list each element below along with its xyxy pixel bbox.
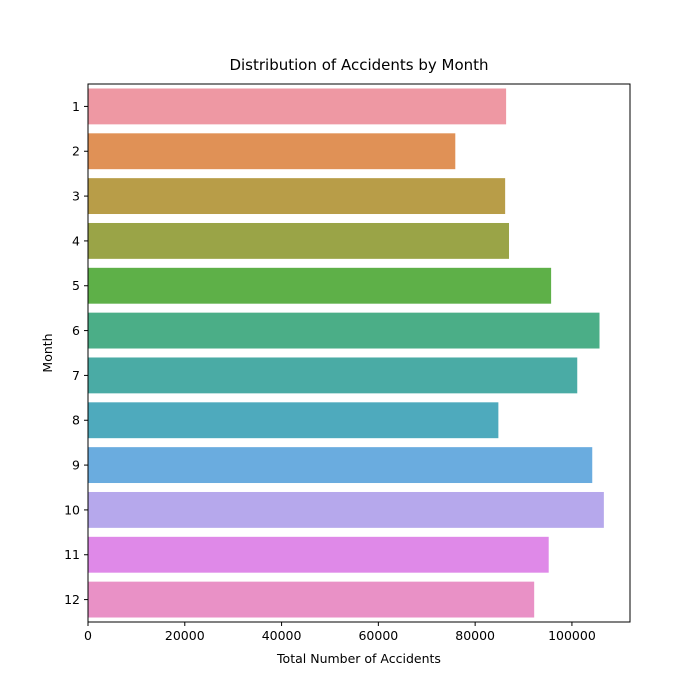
x-tick-label: 60000 — [358, 628, 398, 643]
x-tick-label: 40000 — [262, 628, 302, 643]
y-tick-label: 3 — [72, 188, 80, 203]
x-tick-label: 100000 — [548, 628, 596, 643]
y-tick-label: 11 — [64, 547, 80, 562]
bar-month-11 — [88, 536, 549, 573]
x-tick-label: 0 — [84, 628, 92, 643]
y-tick-label: 8 — [72, 413, 80, 428]
x-tick-label: 80000 — [455, 628, 495, 643]
y-axis-label: Month — [40, 333, 55, 372]
y-tick-label: 9 — [72, 457, 80, 472]
y-tick-label: 7 — [72, 368, 80, 383]
y-tick-label: 10 — [64, 502, 80, 517]
bar-month-7 — [88, 357, 578, 394]
y-tick-label: 5 — [72, 278, 80, 293]
bar-month-3 — [88, 178, 506, 215]
x-axis-label: Total Number of Accidents — [276, 651, 441, 666]
bar-month-10 — [88, 491, 604, 528]
bar-month-9 — [88, 447, 593, 484]
bar-month-8 — [88, 402, 499, 439]
chart-title: Distribution of Accidents by Month — [229, 56, 488, 74]
bar-month-5 — [88, 267, 552, 304]
x-tick-label: 20000 — [165, 628, 205, 643]
x-axis-ticks: 0 20000 40000 60000 80000 100000 — [84, 622, 596, 643]
bar-month-4 — [88, 222, 510, 259]
bars — [88, 88, 604, 618]
y-tick-label: 2 — [72, 144, 80, 159]
y-tick-label: 1 — [72, 99, 80, 114]
y-tick-label: 6 — [72, 323, 80, 338]
bar-month-12 — [88, 581, 535, 618]
bar-month-1 — [88, 88, 507, 125]
plot-frame — [87, 83, 631, 623]
bar-month-6 — [88, 312, 600, 349]
bar-month-2 — [88, 133, 456, 170]
y-tick-label: 12 — [64, 592, 80, 607]
y-tick-label: 4 — [72, 233, 80, 248]
